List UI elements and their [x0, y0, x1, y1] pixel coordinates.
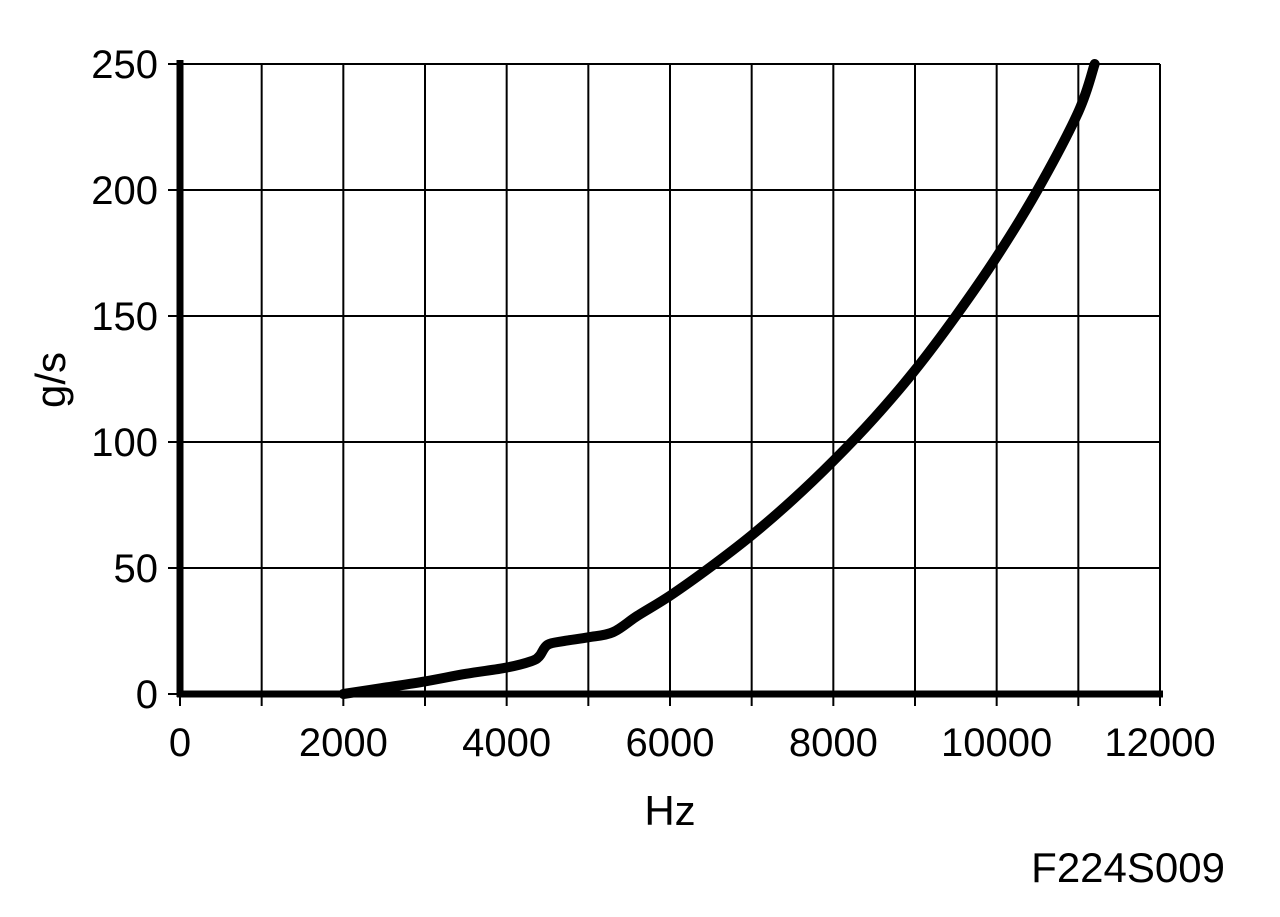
y-tick-label: 250: [91, 43, 158, 87]
x-axis-label: Hz: [644, 787, 695, 834]
y-tick-label: 200: [91, 169, 158, 213]
series-line: [338, 59, 1100, 699]
x-tick-label: 8000: [789, 721, 878, 765]
tick-labels: 0 2000 4000 6000 8000 10000 12000 0 50 100 150 200 2…: [91, 43, 1215, 765]
grid: [180, 63, 1161, 694]
x-tick-label: 6000: [626, 721, 715, 765]
x-tick-label: 0: [169, 721, 191, 765]
y-tick-label: 0: [136, 673, 158, 717]
series-layer: [338, 59, 1100, 699]
x-tick-label: 4000: [462, 721, 551, 765]
y-tick-label: 100: [91, 421, 158, 465]
y-tick-label: 50: [114, 547, 159, 591]
x-tick-label: 10000: [941, 721, 1052, 765]
y-axis-label: g/s: [27, 352, 74, 408]
axes: [168, 60, 1163, 706]
y-tick-label: 150: [91, 295, 158, 339]
x-tick-label: 12000: [1104, 721, 1215, 765]
figure-code: F224S009: [1031, 844, 1225, 891]
x-tick-label: 2000: [299, 721, 388, 765]
